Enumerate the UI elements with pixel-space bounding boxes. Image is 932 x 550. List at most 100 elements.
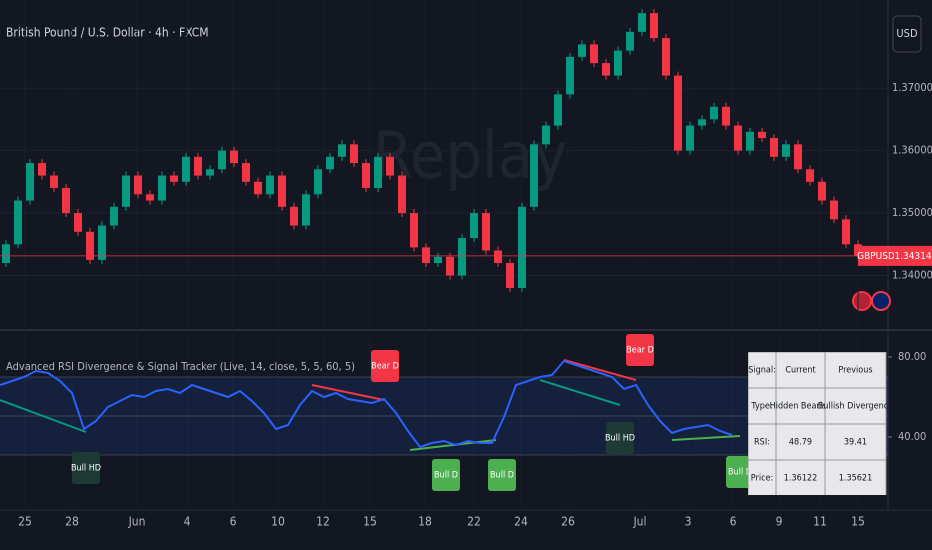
signal-label: Bear D bbox=[371, 362, 399, 372]
candle bbox=[386, 156, 394, 176]
divergence-line bbox=[311, 384, 385, 401]
candle bbox=[806, 169, 814, 182]
table-cell bbox=[775, 423, 826, 461]
symbol-tag-label: GBPUSD bbox=[857, 251, 895, 262]
y-tick-label: 1.34000 bbox=[892, 269, 932, 282]
candle bbox=[458, 238, 466, 276]
x-tick-label: Jul bbox=[632, 515, 646, 529]
candle bbox=[518, 206, 526, 289]
x-tick-label: 24 bbox=[514, 515, 528, 529]
x-tick-label: 6 bbox=[730, 515, 737, 529]
candle bbox=[614, 50, 622, 76]
candle bbox=[830, 200, 838, 220]
candle bbox=[194, 156, 202, 176]
candle bbox=[698, 119, 706, 126]
symbol-tag bbox=[858, 245, 894, 266]
candle bbox=[734, 125, 742, 151]
candle bbox=[638, 13, 646, 32]
candle bbox=[230, 150, 238, 164]
candle bbox=[506, 263, 514, 289]
signal-label-box bbox=[606, 422, 634, 454]
candle bbox=[338, 144, 346, 157]
indicator-title: Advanced RSI Divergence & Signal Tracker… bbox=[6, 360, 355, 373]
candle bbox=[818, 181, 826, 201]
y-tick-label: 1.35000 bbox=[892, 206, 932, 219]
candle bbox=[578, 44, 586, 57]
candle bbox=[794, 144, 802, 170]
x-tick-label: Jun bbox=[128, 515, 146, 529]
candle bbox=[62, 188, 70, 214]
x-tick-label: 15 bbox=[363, 515, 377, 529]
signal-label: Bull D bbox=[490, 471, 514, 481]
x-tick-label: 25 bbox=[18, 515, 32, 529]
candle bbox=[782, 144, 790, 157]
x-tick-label: 4 bbox=[184, 515, 191, 529]
candle bbox=[722, 106, 730, 126]
candle bbox=[326, 156, 334, 170]
candle bbox=[710, 106, 718, 120]
signal-label-box bbox=[626, 334, 654, 366]
y-tick-label: 80.00 bbox=[898, 350, 926, 363]
signal-label-box bbox=[488, 459, 516, 491]
candle bbox=[2, 244, 10, 264]
candle bbox=[494, 250, 502, 264]
x-tick-label: 26 bbox=[561, 515, 575, 529]
table-cell-text: Signal: bbox=[748, 366, 776, 376]
table-cell bbox=[748, 423, 777, 461]
signal-label-box bbox=[371, 350, 399, 382]
candle bbox=[554, 94, 562, 126]
candle bbox=[398, 175, 406, 214]
price-tag-label: 1.34314 bbox=[894, 251, 931, 262]
table-cell-text: 1.35621 bbox=[839, 474, 872, 484]
y-tick-label: 1.37000 bbox=[892, 81, 932, 94]
currency-label[interactable]: USD bbox=[896, 27, 918, 40]
signal-label: Bear D bbox=[626, 346, 654, 356]
candle bbox=[434, 256, 442, 264]
candle bbox=[542, 125, 550, 145]
candle bbox=[14, 200, 22, 245]
candle bbox=[446, 256, 454, 276]
candle bbox=[590, 44, 598, 64]
table-cell bbox=[775, 459, 826, 495]
candle bbox=[674, 75, 682, 151]
divergence-line bbox=[539, 379, 621, 406]
candle bbox=[134, 175, 142, 195]
candle bbox=[98, 225, 106, 260]
y-tick-label: 1.36000 bbox=[892, 144, 932, 157]
symbol-title: British Pound / U.S. Dollar · 4h · FXCM bbox=[6, 26, 209, 40]
candle bbox=[314, 169, 322, 195]
candle bbox=[362, 163, 370, 189]
table-cell bbox=[748, 387, 777, 425]
x-tick-label: 6 bbox=[230, 515, 237, 529]
candle bbox=[482, 213, 490, 251]
table-cell-text: 1.36122 bbox=[784, 474, 817, 484]
flag-icon bbox=[852, 291, 872, 311]
table-cell-text: Hidden Bearish bbox=[770, 402, 832, 412]
y-tick-label: 40.00 bbox=[898, 430, 926, 443]
x-tick-label: 3 bbox=[685, 515, 692, 529]
candle bbox=[146, 194, 154, 201]
x-tick-label: 22 bbox=[467, 515, 481, 529]
candle bbox=[470, 213, 478, 239]
x-tick-label: 18 bbox=[418, 515, 432, 529]
currency-button[interactable] bbox=[892, 15, 922, 53]
table-cell-text: Previous bbox=[838, 366, 872, 376]
candle bbox=[566, 56, 574, 95]
candle bbox=[662, 38, 670, 76]
candle bbox=[770, 138, 778, 157]
candle bbox=[290, 206, 298, 226]
candle bbox=[302, 194, 310, 226]
candle bbox=[278, 175, 286, 207]
x-tick-label: 28 bbox=[65, 515, 79, 529]
candle bbox=[650, 13, 658, 39]
candle bbox=[686, 125, 694, 151]
candle bbox=[182, 156, 190, 182]
candle bbox=[218, 150, 226, 170]
candle bbox=[746, 131, 754, 151]
signal-table: Signal: Current Previous Type:Hidden Bearis… bbox=[748, 352, 888, 495]
signal-label-box bbox=[432, 459, 460, 491]
candle bbox=[758, 131, 766, 139]
candle bbox=[350, 144, 358, 164]
